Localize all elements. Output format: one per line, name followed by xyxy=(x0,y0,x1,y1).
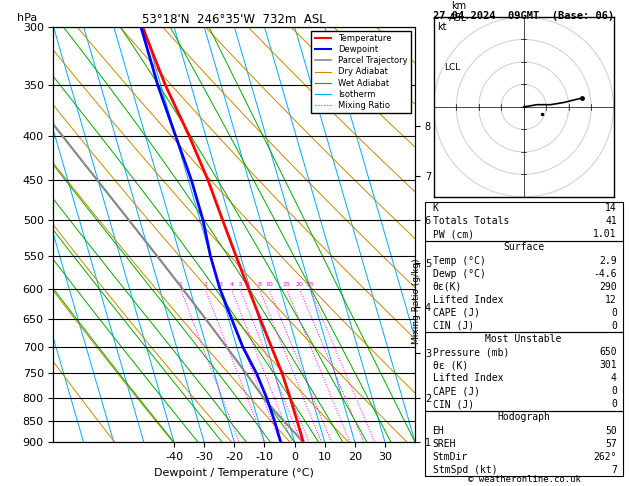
Text: 10: 10 xyxy=(265,282,273,287)
Text: PW (cm): PW (cm) xyxy=(433,229,474,240)
Text: 3: 3 xyxy=(218,282,222,287)
Text: 262°: 262° xyxy=(593,451,617,462)
Text: CAPE (J): CAPE (J) xyxy=(433,308,479,318)
Text: 0: 0 xyxy=(611,386,617,396)
Bar xyxy=(425,332,623,411)
Text: 50: 50 xyxy=(605,426,617,435)
Text: Temp (°C): Temp (°C) xyxy=(433,256,486,265)
Text: 290: 290 xyxy=(599,282,617,292)
Text: 1.01: 1.01 xyxy=(593,229,617,240)
Text: CAPE (J): CAPE (J) xyxy=(433,386,479,396)
Text: LCL: LCL xyxy=(444,63,460,72)
Text: CIN (J): CIN (J) xyxy=(433,321,474,331)
Text: EH: EH xyxy=(433,426,444,435)
Text: Surface: Surface xyxy=(503,243,544,252)
Text: 0: 0 xyxy=(611,321,617,331)
Text: 5: 5 xyxy=(238,282,242,287)
Text: 4: 4 xyxy=(611,373,617,383)
Text: 12: 12 xyxy=(605,295,617,305)
Text: Hodograph: Hodograph xyxy=(497,413,550,422)
Text: 650: 650 xyxy=(599,347,617,357)
Text: 0: 0 xyxy=(611,399,617,409)
Text: θε (K): θε (K) xyxy=(433,360,468,370)
Text: 2.9: 2.9 xyxy=(599,256,617,265)
Text: 57: 57 xyxy=(605,438,617,449)
Text: 41: 41 xyxy=(605,216,617,226)
Text: Dewp (°C): Dewp (°C) xyxy=(433,269,486,278)
Bar xyxy=(425,202,623,241)
Text: 1: 1 xyxy=(179,282,182,287)
Text: 15: 15 xyxy=(283,282,291,287)
Text: Totals Totals: Totals Totals xyxy=(433,216,509,226)
Text: 2: 2 xyxy=(203,282,207,287)
Text: StmSpd (kt): StmSpd (kt) xyxy=(433,465,497,475)
Text: © weatheronline.co.uk: © weatheronline.co.uk xyxy=(467,474,581,484)
Text: StmDir: StmDir xyxy=(433,451,468,462)
Text: Mixing Ratio (g/kg): Mixing Ratio (g/kg) xyxy=(412,259,421,344)
Text: 301: 301 xyxy=(599,360,617,370)
Text: 0: 0 xyxy=(611,308,617,318)
Text: SREH: SREH xyxy=(433,438,456,449)
Text: Lifted Index: Lifted Index xyxy=(433,373,503,383)
Text: K: K xyxy=(433,203,438,213)
Legend: Temperature, Dewpoint, Parcel Trajectory, Dry Adiabat, Wet Adiabat, Isotherm, Mi: Temperature, Dewpoint, Parcel Trajectory… xyxy=(311,31,411,113)
Text: Most Unstable: Most Unstable xyxy=(486,334,562,344)
Text: Lifted Index: Lifted Index xyxy=(433,295,503,305)
Text: 7: 7 xyxy=(611,465,617,475)
Text: Pressure (mb): Pressure (mb) xyxy=(433,347,509,357)
Text: -4.6: -4.6 xyxy=(593,269,617,278)
Text: km
ASL: km ASL xyxy=(449,1,468,22)
Bar xyxy=(425,411,623,476)
Text: hPa: hPa xyxy=(18,13,38,22)
Text: kt: kt xyxy=(437,22,447,33)
Text: CIN (J): CIN (J) xyxy=(433,399,474,409)
Text: 20: 20 xyxy=(296,282,304,287)
Text: 4: 4 xyxy=(229,282,233,287)
Text: 6: 6 xyxy=(245,282,249,287)
Text: 8: 8 xyxy=(257,282,261,287)
X-axis label: Dewpoint / Temperature (°C): Dewpoint / Temperature (°C) xyxy=(154,468,314,478)
Text: 25: 25 xyxy=(306,282,314,287)
Text: θε(K): θε(K) xyxy=(433,282,462,292)
Title: 53°18'N  246°35'W  732m  ASL: 53°18'N 246°35'W 732m ASL xyxy=(142,13,326,26)
Text: 14: 14 xyxy=(605,203,617,213)
Text: 27.04.2024  09GMT  (Base: 06): 27.04.2024 09GMT (Base: 06) xyxy=(433,11,615,21)
Bar xyxy=(425,241,623,332)
